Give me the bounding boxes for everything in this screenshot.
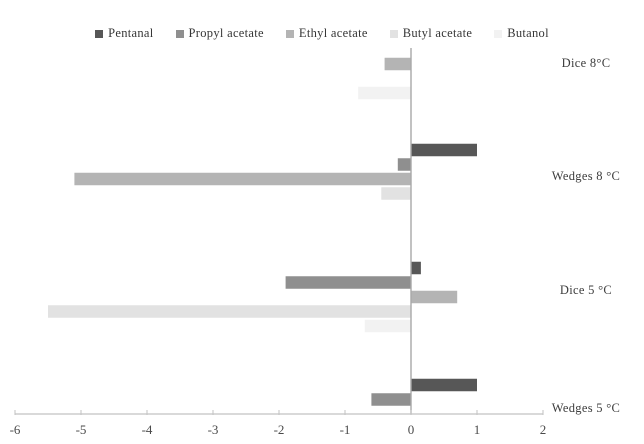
x-tick-label-2: 2	[539, 422, 547, 437]
legend-swatch-pentanal	[95, 29, 104, 38]
chart-legend: Pentanal Propyl acetate Ethyl acetate Bu…	[0, 26, 644, 41]
legend-label-butyl-acetate: Butyl acetate	[402, 26, 473, 40]
legend-label-propyl-acetate: Propyl acetate	[188, 26, 264, 40]
bar-ethyl-acetate-0	[384, 57, 411, 71]
legend-item-butyl-acetate: Butyl acetate	[389, 26, 473, 41]
x-tick-label--1: -1	[339, 422, 351, 437]
bar-propyl-acetate-1	[397, 158, 411, 171]
legend-swatch-ethyl-acetate	[285, 29, 294, 38]
legend-swatch-butyl-acetate	[389, 29, 398, 38]
x-tick-label--4: -4	[141, 422, 153, 437]
x-tick-label--5: -5	[75, 422, 87, 437]
category-label-dice-5c: Dice 5 °C	[559, 283, 613, 297]
legend-swatch-propyl-acetate	[175, 29, 184, 38]
bar-butyl-acetate-2	[48, 305, 411, 318]
legend-label-pentanal: Pentanal	[108, 26, 154, 40]
legend-item-ethyl-acetate: Ethyl acetate	[285, 26, 368, 41]
bar-propyl-acetate-2	[285, 276, 411, 289]
category-label-wedges-5c: Wedges 5 °C	[551, 401, 621, 415]
bar-butyl-acetate-1	[381, 187, 411, 200]
x-tick-label--3: -3	[207, 422, 219, 437]
bar-ethyl-acetate-1	[74, 172, 412, 186]
bar-propyl-acetate-3	[371, 393, 411, 406]
bar-pentanal-3	[411, 378, 477, 392]
bar-butanol-0	[358, 86, 411, 100]
bar-ethyl-acetate-2	[411, 290, 458, 304]
bar-pentanal-2	[411, 261, 421, 275]
category-label-wedges-8c: Wedges 8 °C	[551, 169, 621, 183]
category-label-dice-8c: Dice 8°C	[561, 56, 611, 70]
x-tick-label--6: -6	[9, 422, 21, 437]
bar-butanol-2	[364, 319, 411, 333]
x-tick-label--2: -2	[273, 422, 285, 437]
x-tick-label-0: 0	[407, 422, 415, 437]
legend-swatch-butanol	[494, 29, 503, 38]
legend-item-butanol: Butanol	[494, 26, 549, 41]
legend-item-pentanal: Pentanal	[95, 26, 153, 41]
x-tick-label-1: 1	[473, 422, 481, 437]
legend-label-ethyl-acetate: Ethyl acetate	[298, 26, 368, 40]
legend-item-propyl-acetate: Propyl acetate	[175, 26, 264, 41]
bar-pentanal-1	[411, 143, 477, 157]
legend-label-butanol: Butanol	[507, 26, 549, 40]
